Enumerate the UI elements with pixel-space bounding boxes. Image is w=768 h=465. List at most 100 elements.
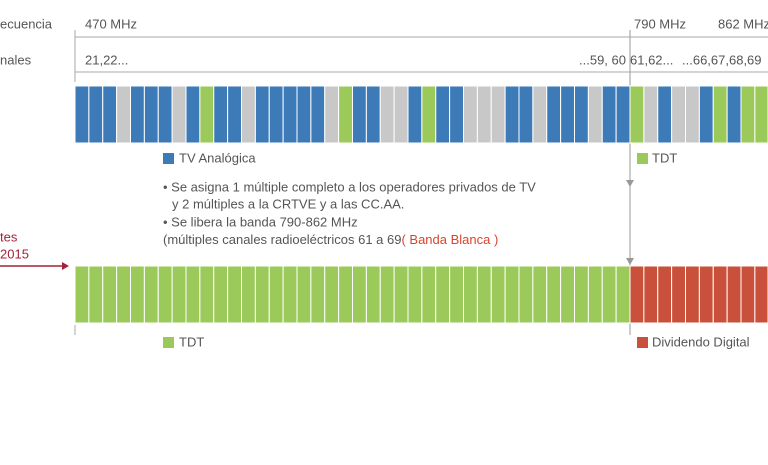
channel-block: [268, 85, 284, 144]
channel-block: [88, 85, 104, 144]
legend-swatch: [163, 337, 174, 348]
channel-block: [504, 265, 520, 324]
channel-block: [296, 265, 312, 324]
channel-block: [574, 265, 589, 324]
channel-block: [754, 85, 768, 144]
channel-block: [490, 265, 506, 324]
channel-block: [601, 85, 617, 144]
channel-block: [407, 265, 423, 324]
note: • Se libera la banda 790-862 MHz: [163, 214, 358, 229]
channel-block: [574, 85, 589, 144]
channel-block: [435, 85, 451, 144]
channel-block: [393, 85, 409, 144]
channel-block: [629, 85, 645, 144]
note: y 2 múltiples a la CRTVE y a las CC.AA.: [172, 196, 404, 211]
channel-block: [157, 85, 173, 144]
channel-block: [310, 85, 326, 144]
channel-block: [130, 265, 145, 324]
channel-block: [532, 265, 548, 324]
channel-block: [712, 265, 728, 324]
channel-block: [421, 85, 437, 144]
channel-block: [643, 265, 659, 324]
channel-block: [560, 85, 575, 144]
channel-block: [74, 265, 90, 324]
channel-start: 21,22...: [85, 52, 128, 67]
channel-block: [352, 85, 367, 144]
channel-block: [726, 265, 742, 324]
channel-block: [116, 265, 131, 324]
channel-block: [657, 265, 673, 324]
channel-block: [379, 85, 395, 144]
legend-swatch: [163, 153, 174, 164]
channel-block: [116, 85, 131, 144]
channel-block: [74, 85, 90, 144]
freq-790: 790 MHz: [634, 16, 686, 31]
note-text: (múltiples canales radioeléctricos 61 a …: [163, 232, 401, 247]
channel-block: [449, 265, 464, 324]
channel-block: [338, 85, 353, 144]
channel-end: ...66,67,68,69: [682, 52, 762, 67]
channel-block: [157, 265, 173, 324]
channel-block: [532, 85, 548, 144]
channel-block: [726, 85, 742, 144]
channel-block: [268, 265, 284, 324]
channel-block: [476, 265, 492, 324]
frequency-label: ecuencia: [0, 16, 53, 31]
note: (múltiples canales radioeléctricos 61 a …: [163, 232, 498, 247]
note-highlight: ( Banda Blanca ): [401, 232, 498, 247]
legend-swatch: [637, 337, 648, 348]
freq-470: 470 MHz: [85, 16, 137, 31]
channel-block: [143, 265, 159, 324]
channel-block: [352, 265, 367, 324]
channel-block: [88, 265, 104, 324]
channel-block: [518, 85, 534, 144]
channel-block: [282, 85, 298, 144]
channel-block: [754, 265, 768, 324]
channel-block: [130, 85, 145, 144]
channel-block: [171, 85, 187, 144]
channel-block: [643, 85, 659, 144]
channel-block: [407, 85, 423, 144]
channel-block: [657, 85, 673, 144]
channel-block: [324, 85, 340, 144]
channel-block: [685, 85, 700, 144]
channel-block: [518, 265, 534, 324]
legend-swatch: [637, 153, 648, 164]
channel-block: [227, 265, 242, 324]
channel-block: [463, 85, 478, 144]
legend-analog: TV Analógica: [179, 150, 256, 165]
note: • Se asigna 1 múltiple completo a los op…: [163, 179, 536, 194]
channel-block: [338, 265, 353, 324]
channel-block: [421, 265, 437, 324]
channel-block: [227, 85, 242, 144]
channel-block: [685, 265, 700, 324]
channel-block: [199, 85, 215, 144]
channel-mid: ...59, 60: [579, 52, 626, 67]
legend-dividend: Dividendo Digital: [652, 334, 750, 349]
channel-block: [671, 265, 686, 324]
channel-block: [379, 265, 395, 324]
channel-block: [213, 265, 229, 324]
channel-61: 61,62...: [630, 52, 673, 67]
channel-block: [213, 85, 229, 144]
channel-block: [185, 265, 201, 324]
channel-block: [282, 265, 298, 324]
channel-block: [546, 265, 562, 324]
channel-block: [615, 85, 631, 144]
channel-block: [698, 265, 714, 324]
channel-block: [712, 85, 728, 144]
legend-tdt: TDT: [652, 150, 677, 165]
side-label: 2015: [0, 246, 29, 261]
channel-block: [615, 265, 631, 324]
channel-block: [740, 265, 756, 324]
channel-block: [490, 85, 506, 144]
channel-block: [185, 85, 201, 144]
channel-block: [601, 265, 617, 324]
channel-block: [435, 265, 451, 324]
channel-block: [199, 265, 215, 324]
channel-block: [296, 85, 312, 144]
channel-block: [476, 85, 492, 144]
channel-block: [241, 85, 256, 144]
channel-block: [449, 85, 464, 144]
